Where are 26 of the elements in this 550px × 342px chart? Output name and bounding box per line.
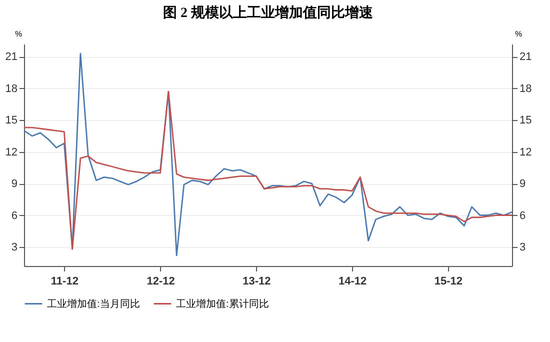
x-tick-label: 11-12 (50, 276, 78, 288)
line-series (23, 52, 513, 256)
y2-tick-label: 15 (520, 114, 532, 127)
y2-tick-label: 6 (520, 210, 526, 222)
y2-tick-label: 9 (520, 178, 526, 190)
y-axis-title: % (14, 30, 22, 38)
y2-tick-label: 3 (520, 241, 526, 254)
x-tick-label: 13-12 (242, 276, 271, 288)
y-tick-label: 21 (5, 51, 18, 64)
y-tick-label: 9 (11, 178, 18, 190)
chart-title: 图 2 规模以上工业增加值同比增速 (163, 5, 374, 21)
y2-tick-label: 12 (520, 146, 532, 158)
line-series (23, 90, 513, 250)
y2-axis-title: % (514, 30, 522, 38)
x-tick-label: 15-12 (434, 276, 462, 288)
legend-label: 工业增加值:当月同比 (47, 298, 140, 310)
x-tick-label: 12-12 (146, 276, 175, 288)
y-tick-label: 12 (5, 146, 18, 158)
y-tick-label: 3 (11, 241, 18, 254)
y-tick-label: 18 (5, 82, 18, 95)
y2-tick-label: 21 (520, 51, 532, 64)
x-tick-label: 14-12 (338, 276, 367, 288)
y2-tick-label: 18 (520, 82, 532, 95)
y-tick-label: 6 (11, 210, 18, 222)
legend-label: 工业增加值:累计同比 (176, 298, 269, 310)
y-tick-label: 15 (5, 114, 18, 127)
